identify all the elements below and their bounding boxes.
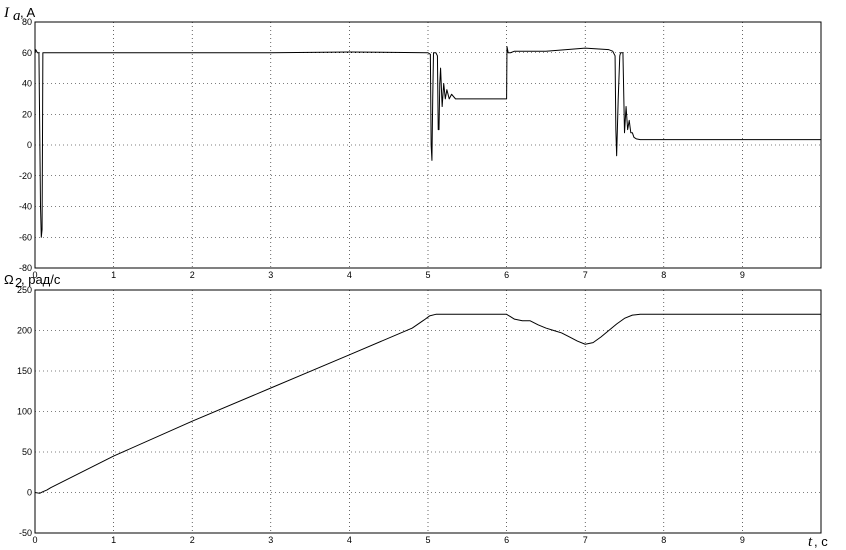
current-xtick-label: 1 [111,270,116,280]
current-tick-labels: 0 1 2 3 4 5 6 7 8 9 -80 -60 -40 -20 0 20 40 60 80 [19,17,745,280]
current-xtick-label: 5 [425,270,430,280]
current-xtick-label: 7 [583,270,588,280]
current-ytick-label: 40 [22,79,32,89]
speed-ytick-label: 250 [17,285,32,295]
speed-ytick-label: -50 [19,528,32,538]
speed-ytick-label: 200 [17,326,32,336]
speed-xtick-label: 9 [740,535,745,545]
current-ylabel-unit: , A [20,5,36,20]
speed-ytick-label: 0 [27,488,32,498]
current-subplot: 0 1 2 3 4 5 6 7 8 9 -80 -60 -40 -20 0 20 40 60 80 I a , A [3,5,822,280]
current-grid [35,22,821,268]
speed-ytick-label: 150 [17,366,32,376]
current-ylabel-symbol: I [3,5,10,21]
current-ytick-label: 60 [22,48,32,58]
speed-ylabel-unit: , рад/с [21,272,61,287]
speed-xtick-label: 3 [268,535,273,545]
current-xtick-label: 9 [740,270,745,280]
speed-grid [35,290,821,533]
speed-series-line [34,313,821,494]
current-ytick-label: 0 [27,140,32,150]
speed-xtick-label: 4 [347,535,352,545]
speed-xtick-label: 0 [32,535,37,545]
current-xtick-label: 2 [190,270,195,280]
current-ytick-label: 20 [22,109,32,119]
current-ytick-label: -80 [19,263,32,273]
speed-ylabel-symbol: Ω [4,272,14,287]
speed-ytick-label: 100 [17,407,32,417]
speed-xtick-label: 2 [190,535,195,545]
speed-xtick-label: 7 [583,535,588,545]
current-ytick-label: -20 [19,171,32,181]
speed-xtick-label: 6 [504,535,509,545]
speed-xtick-label: 5 [425,535,430,545]
current-ytick-label: -60 [19,232,32,242]
current-xtick-label: 3 [268,270,273,280]
current-ytick-label: 80 [22,17,32,27]
speed-xtick-label: 1 [111,535,116,545]
time-xlabel-symbol: t [808,534,813,550]
current-xtick-label: 8 [661,270,666,280]
current-xtick-label: 0 [32,270,37,280]
speed-ylabel-subscript: 2 [15,275,22,290]
current-xtick-label: 4 [347,270,352,280]
time-xlabel-unit: , c [814,534,828,549]
speed-xtick-label: 8 [661,535,666,545]
current-ylabel-subscript: a [13,8,21,24]
current-xtick-label: 6 [504,270,509,280]
current-series-line [34,46,821,238]
speed-ytick-label: 50 [22,447,32,457]
current-ytick-label: -40 [19,202,32,212]
